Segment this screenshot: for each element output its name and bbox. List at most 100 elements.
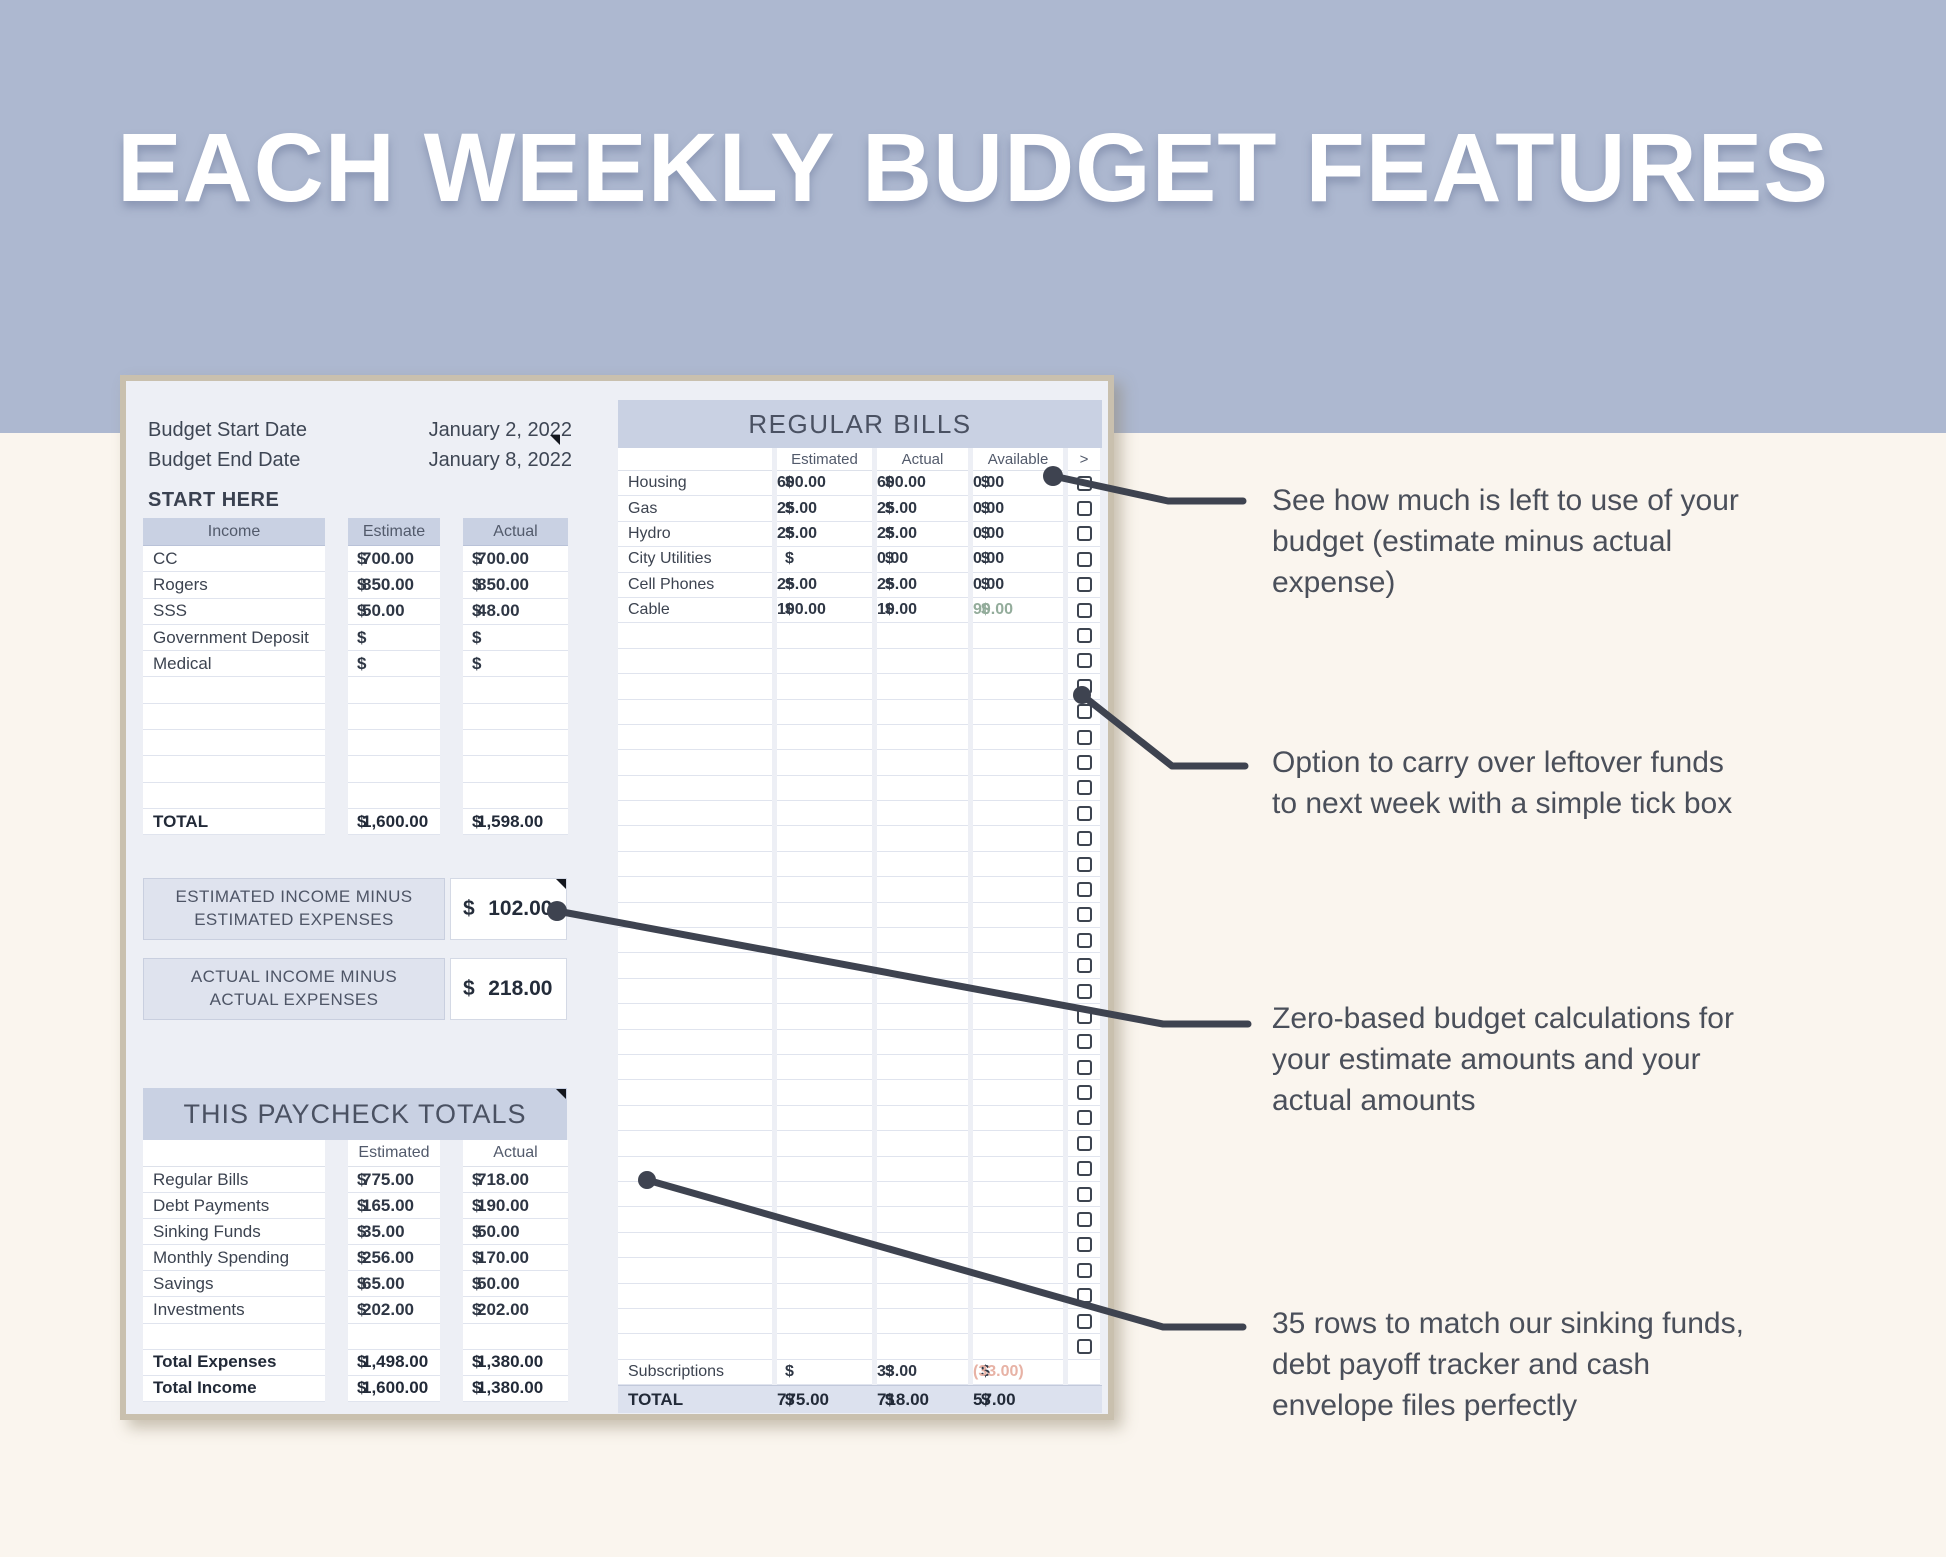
bill-available-cell[interactable] [973,1283,1063,1309]
carryover-checkbox[interactable] [1076,1313,1092,1329]
bill-name-cell[interactable] [618,1131,772,1157]
bill-actual-cell[interactable] [877,928,968,954]
income-name-cell[interactable] [143,782,325,809]
bill-name-cell[interactable] [618,826,772,852]
actual-minus-actual-value[interactable]: $ 218.00 [450,958,567,1020]
budget-start-date-value[interactable]: January 2, 2022 [428,418,572,441]
bill-available-cell[interactable] [973,953,1063,979]
carryover-checkbox[interactable] [1076,1338,1092,1354]
bill-name-cell[interactable] [618,775,772,802]
bill-name-cell[interactable] [618,1308,772,1335]
bill-name-cell[interactable]: Cable [618,597,772,624]
bill-available-cell[interactable] [973,978,1063,1005]
paycheck-estimated-cell[interactable]: $202.00 [348,1297,440,1324]
income-name-cell[interactable]: SSS [143,598,325,625]
bill-actual-cell[interactable] [877,1334,968,1360]
bill-name-cell[interactable] [618,851,772,878]
bill-name-cell[interactable] [618,623,772,649]
paycheck-category-cell[interactable] [143,1323,325,1350]
carryover-checkbox[interactable] [1076,1008,1092,1024]
income-name-cell[interactable] [143,756,325,783]
bill-name-cell[interactable]: Subscriptions [618,1359,772,1386]
bill-available-cell[interactable] [973,1334,1063,1360]
bill-available-cell[interactable]: $0.00 [973,572,1063,598]
bill-available-cell[interactable] [973,826,1063,852]
estimated-minus-estimated-value[interactable]: $ 102.00 [450,878,567,940]
bill-actual-cell[interactable] [877,724,968,751]
paycheck-category-cell[interactable]: Monthly Spending [143,1245,325,1272]
bill-estimated-cell[interactable] [777,1131,872,1157]
bill-actual-cell[interactable] [877,953,968,979]
bill-name-cell[interactable]: Gas [618,496,772,522]
bill-estimated-cell[interactable] [777,1054,872,1081]
income-name-cell[interactable] [143,703,325,731]
income-estimate-cell[interactable]: $850.00 [348,572,440,599]
bill-name-cell[interactable] [618,724,772,751]
paycheck-estimated-cell[interactable] [348,1323,440,1350]
bill-estimated-cell[interactable] [777,1308,872,1335]
bill-available-cell[interactable] [973,1258,1063,1284]
income-estimate-cell[interactable]: $ [348,651,440,678]
bill-name-cell[interactable] [618,1334,772,1360]
bill-actual-cell[interactable] [877,978,968,1005]
bill-name-cell[interactable] [618,1258,772,1284]
income-actual-cell[interactable] [463,756,568,783]
bill-estimated-cell[interactable]: $25.00 [777,496,872,522]
bill-actual-cell[interactable] [877,750,968,776]
carryover-checkbox[interactable] [1076,501,1092,517]
income-name-cell[interactable]: TOTAL [143,808,325,836]
bill-available-cell[interactable] [973,750,1063,776]
bill-estimated-cell[interactable] [777,750,872,776]
bill-estimated-cell[interactable] [777,1029,872,1055]
bill-estimated-cell[interactable] [777,699,872,725]
carryover-checkbox[interactable] [1076,628,1092,644]
bill-name-cell[interactable] [618,1004,772,1030]
carryover-checkbox[interactable] [1076,1237,1092,1253]
bill-estimated-cell[interactable] [777,1258,872,1284]
bill-actual-cell[interactable] [877,902,968,929]
bill-available-cell[interactable] [973,1156,1063,1182]
carryover-checkbox[interactable] [1076,1110,1092,1126]
income-estimate-cell[interactable] [348,677,440,704]
bill-estimated-cell[interactable]: $100.00 [777,597,872,624]
income-name-cell[interactable] [143,730,325,757]
bill-actual-cell[interactable]: $25.00 [877,572,968,598]
income-actual-cell[interactable]: $850.00 [463,572,568,599]
bill-actual-cell[interactable] [877,1181,968,1208]
bill-available-cell[interactable] [973,1207,1063,1233]
carryover-checkbox[interactable] [1076,754,1092,770]
paycheck-actual-cell[interactable]: $718.00 [463,1167,568,1194]
bill-name-cell[interactable] [618,1156,772,1182]
income-actual-cell[interactable]: $48.00 [463,598,568,625]
bill-name-cell[interactable] [618,648,772,675]
carryover-checkbox[interactable] [1076,577,1092,593]
paycheck-actual-cell[interactable]: $190.00 [463,1193,568,1220]
paycheck-actual-cell[interactable] [463,1323,568,1350]
bill-estimated-cell[interactable]: $600.00 [777,471,872,497]
bill-available-cell[interactable] [973,902,1063,929]
bill-name-cell[interactable] [618,801,772,827]
paycheck-category-cell[interactable]: Debt Payments [143,1193,325,1220]
income-actual-cell[interactable] [463,677,568,704]
paycheck-estimated-cell[interactable]: $35.00 [348,1219,440,1246]
paycheck-estimated-cell[interactable]: $1,498.00 [348,1349,440,1376]
bill-name-cell[interactable]: Housing [618,471,772,497]
bill-available-cell[interactable]: $0.00 [973,496,1063,522]
bill-estimated-cell[interactable] [777,1105,872,1132]
income-name-cell[interactable] [143,677,325,704]
bill-name-cell[interactable]: Hydro [618,521,772,548]
carryover-checkbox[interactable] [1076,907,1092,923]
income-name-cell[interactable]: Government Deposit [143,624,325,652]
carryover-checkbox[interactable] [1076,1212,1092,1228]
bill-estimated-cell[interactable] [777,1181,872,1208]
bill-actual-cell[interactable] [877,674,968,700]
bill-actual-cell[interactable]: $33.00 [877,1359,968,1386]
income-estimate-cell[interactable]: $50.00 [348,598,440,625]
income-actual-cell[interactable]: $ [463,651,568,678]
bill-estimated-cell[interactable] [777,648,872,675]
bill-estimated-cell[interactable] [777,851,872,878]
carryover-checkbox[interactable] [1076,1262,1092,1278]
carryover-checkbox[interactable] [1076,805,1092,821]
paycheck-category-cell[interactable]: Savings [143,1271,325,1298]
bill-actual-cell[interactable] [877,1131,968,1157]
